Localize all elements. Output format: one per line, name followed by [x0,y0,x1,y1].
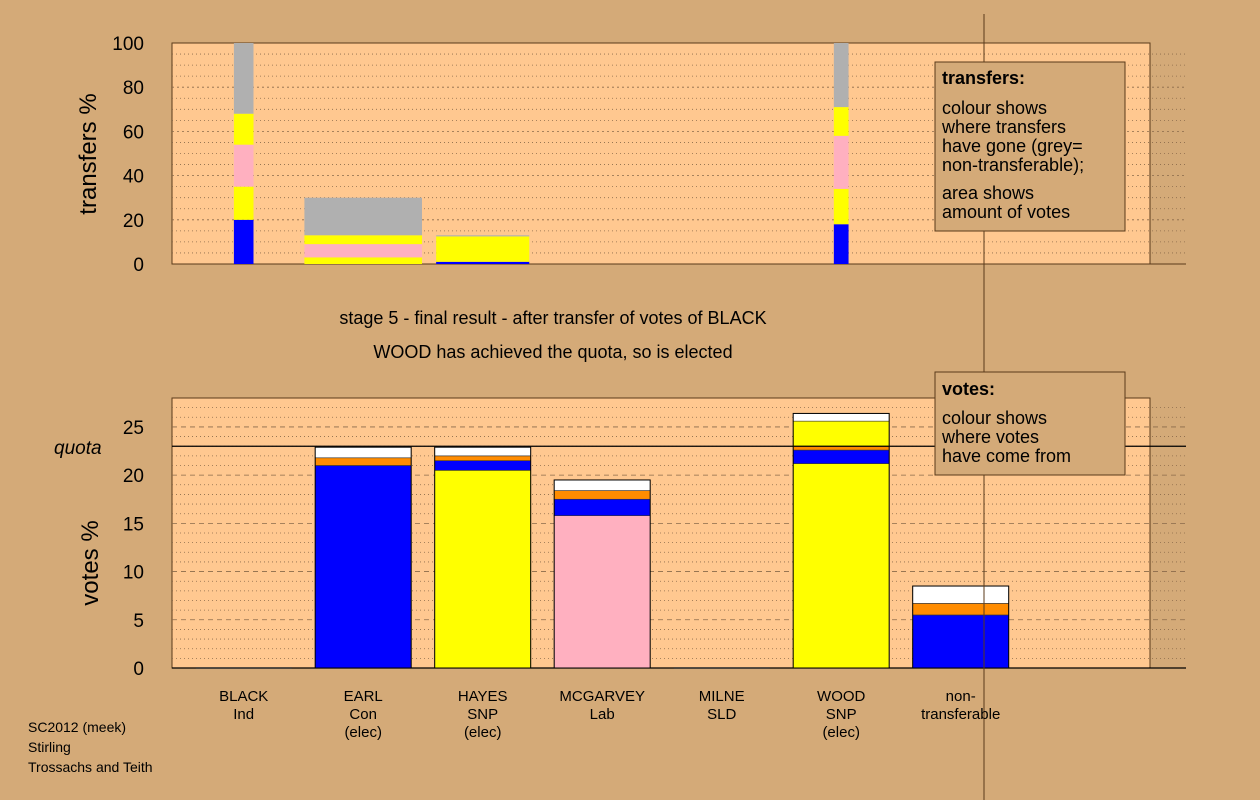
candidate-label: SNP [826,706,857,723]
transfer-segment [833,107,849,136]
transfer-segment [304,235,422,245]
vote-bar-outline [912,585,1010,669]
vote-segment [912,614,1010,669]
vote-segment [434,446,532,457]
votes-y-axis-label: votes % [77,520,104,605]
candidate-labels: BLACKIndEARLCon(elec)HAYESSNP(elec)MCGAR… [219,688,1000,741]
y-tick-label: 5 [133,611,144,632]
transfer-segment [233,219,254,264]
transfers-bars [233,43,849,264]
candidate-label: Ind [233,706,254,723]
transfer-segment [833,135,849,189]
vote-bar-outline [314,446,412,669]
vote-segment [553,498,651,516]
votes-legend-line: colour shows [942,408,1047,428]
transfers-legend-line: area shows [942,183,1034,203]
transfer-segment [436,235,530,237]
vote-segment [434,455,532,461]
vote-segment [553,479,651,491]
votes-bars [195,412,1010,669]
transfers-legend-title: transfers: [942,68,1025,88]
votes-legend: votes: colour shows where votes have com… [934,371,1126,476]
candidate-label: (elec) [464,724,502,741]
votes-legend-line: where votes [941,427,1039,447]
transfers-legend: transfers: colour shows where transfers … [934,61,1126,232]
transfers-y-axis-label: transfers % [75,93,102,214]
vote-segment [912,585,1010,604]
transfers-legend-line: have gone (grey= [942,136,1083,156]
transfers-y-ticks: 0 20 40 60 80 100 [112,34,144,276]
vote-segment [314,465,412,669]
transfer-segment [833,188,849,225]
vote-segment [434,470,532,669]
vote-bar-outline [792,412,890,669]
vote-segment [553,490,651,500]
y-tick-label: 80 [123,78,144,99]
candidate-label: HAYES [458,688,508,705]
candidate-label: (elec) [822,724,860,741]
transfer-segment [304,244,422,258]
transfer-segment [833,43,849,108]
y-tick-label: 20 [123,466,144,487]
vote-segment [792,449,890,464]
transfer-segment [233,186,254,220]
candidate-label: Lab [590,706,615,723]
vote-segment [792,463,890,669]
transfer-segment [833,224,849,264]
footer-line: Stirling [28,739,71,755]
transfers-legend-line: amount of votes [942,202,1070,222]
y-tick-label: 40 [123,167,144,188]
candidate-label: transferable [921,706,1000,723]
candidate-label: Con [349,706,377,723]
vote-bar-outline [553,479,651,669]
y-tick-label: 20 [123,211,144,232]
candidate-label: EARL [344,688,383,705]
y-tick-label: 15 [123,514,144,535]
candidate-label: WOOD [817,688,865,705]
y-tick-label: 10 [123,563,144,584]
y-tick-label: 100 [112,34,144,55]
vote-segment [314,446,412,459]
candidate-label: SLD [707,706,736,723]
candidate-label: MCGARVEY [559,688,645,705]
transfers-legend-line: non-transferable); [942,155,1084,175]
vote-segment [553,515,651,669]
transfers-legend-line: where transfers [941,117,1066,137]
transfer-segment [436,236,530,262]
y-tick-label: 0 [133,659,144,680]
vote-bar-outline [434,446,532,669]
candidate-label: (elec) [344,724,382,741]
y-tick-label: 25 [123,418,144,439]
transfer-segment [233,144,254,187]
candidate-label: MILNE [699,688,745,705]
y-tick-label: 60 [123,122,144,143]
transfer-segment [436,261,530,264]
vote-segment [434,460,532,471]
y-tick-label: 0 [133,255,144,276]
transfers-legend-line: colour shows [942,98,1047,118]
votes-legend-line: have come from [942,446,1071,466]
transfer-segment [233,43,254,114]
candidate-label: SNP [467,706,498,723]
stage-title: stage 5 - final result - after transfer … [339,308,766,328]
vote-segment [314,457,412,466]
transfer-segment [304,257,422,264]
transfer-segment [233,113,254,145]
vote-segment [792,413,890,422]
transfer-segment [304,197,422,236]
stage-subtitle: WOOD has achieved the quota, so is elect… [373,342,732,362]
footer-line: SC2012 (meek) [28,719,126,735]
quota-label: quota [54,438,102,459]
footer-line: Trossachs and Teith [28,759,153,775]
vote-segment [792,420,890,447]
candidate-label: non- [946,688,976,705]
votes-y-ticks: 0 5 10 15 20 25 [123,418,144,680]
votes-legend-title: votes: [942,379,995,399]
vote-segment [912,603,1010,616]
candidate-label: BLACK [219,688,268,705]
